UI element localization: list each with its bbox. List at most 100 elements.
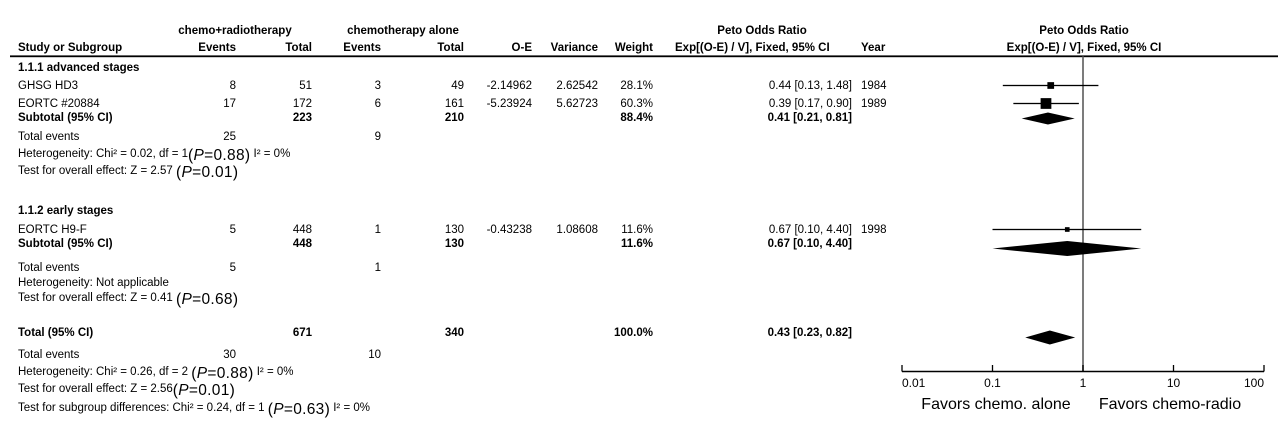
x-axis-tick — [1263, 365, 1265, 372]
p-value: (P=0.01) — [172, 382, 236, 399]
cell-e1: 5 — [229, 224, 236, 236]
cell-t2: 340 — [444, 327, 464, 339]
cell-oe: -0.43238 — [486, 224, 532, 236]
pooled-diamond — [1021, 112, 1075, 125]
cell-effect: 0.67 [0.10, 4.40] — [768, 224, 852, 236]
stat-line: Test for subgroup differences: Chi² = 0.… — [18, 401, 370, 418]
plot-subtitle: Exp[(O-E) / V], Fixed, 95% CI — [1006, 42, 1162, 54]
cell-effect: 0.44 [0.13, 1.48] — [768, 80, 852, 92]
subtotal-label: Subtotal (95% CI) — [18, 112, 113, 124]
cell-effect: 0.39 [0.17, 0.90] — [768, 98, 852, 110]
section-label: 1.1.1 advanced stages — [18, 62, 140, 74]
study-label: EORTC H9-F — [18, 224, 87, 236]
events-label: Total events — [18, 262, 80, 274]
section-label: 1.1.2 early stages — [18, 205, 114, 217]
pooled-diamond — [992, 241, 1142, 256]
cell-year: 1998 — [861, 224, 887, 236]
x-tick-label: 0.1 — [984, 376, 1001, 390]
x-axis-tick — [1082, 365, 1084, 372]
cell-variance: 2.62542 — [556, 80, 598, 92]
x-tick-label: 100 — [1243, 376, 1264, 390]
cell-e2: 9 — [374, 131, 381, 143]
cell-t1: 172 — [292, 98, 312, 110]
header-rule — [10, 55, 1278, 58]
cell-t1: 223 — [292, 112, 312, 124]
x-tick-label: 0.01 — [902, 376, 926, 390]
study-label: EORTC #20884 — [18, 98, 100, 110]
column-header-oe: O-E — [511, 42, 532, 54]
cell-weight: 11.6% — [621, 224, 653, 236]
cell-e2: 1 — [374, 224, 381, 236]
cell-variance: 1.08608 — [556, 224, 598, 236]
p-value: (P=0.63) — [267, 401, 331, 418]
events-label: Total events — [18, 131, 80, 143]
cell-t1: 448 — [292, 224, 312, 236]
column-header-year: Year — [861, 42, 886, 54]
cell-weight: 100.0% — [613, 327, 653, 339]
cell-oe: -5.23924 — [486, 98, 532, 110]
cell-t1: 51 — [299, 80, 312, 92]
column-header-events-ctrl: Events — [343, 42, 381, 54]
p-value: (P=0.88) — [191, 365, 254, 382]
p-value: (P=0.01) — [176, 164, 239, 181]
cell-e2: 3 — [374, 80, 381, 92]
cell-t1: 671 — [292, 327, 312, 339]
plot-title: Peto Odds Ratio — [1039, 25, 1129, 37]
stat-line: Test for overall effect: Z = 2.56(P=0.01… — [18, 382, 236, 399]
stat-line: Heterogeneity: Chi² = 0.26, df = 2 (P=0.… — [18, 365, 294, 382]
treat-group-header: chemo+radiotherapy — [178, 25, 292, 37]
cell-weight: 60.3% — [620, 98, 653, 110]
effect-column-subtitle: Exp[(O-E) / V], Fixed, 95% CI — [675, 42, 830, 54]
cell-oe: -2.14962 — [486, 80, 532, 92]
point-estimate-square — [1064, 227, 1070, 232]
control-group-header: chemotherapy alone — [347, 25, 459, 37]
stat-line: Heterogeneity: Not applicable — [18, 277, 169, 289]
pooled-diamond — [1025, 330, 1076, 345]
column-header-total-ctrl: Total — [437, 42, 464, 54]
x-axis-tick — [991, 365, 994, 372]
cell-t2: 161 — [444, 98, 464, 110]
null-effect-line — [1082, 56, 1084, 372]
column-header-total-treat: Total — [285, 42, 312, 54]
cell-e1: 30 — [223, 349, 236, 361]
stat-line: Test for overall effect: Z = 0.41 (P=0.6… — [18, 291, 239, 308]
column-header-weight: Weight — [614, 42, 653, 54]
point-estimate-square — [1047, 82, 1055, 89]
column-header-study: Study or Subgroup — [18, 42, 123, 54]
cell-e1: 8 — [229, 80, 236, 92]
p-value: (P=0.68) — [176, 291, 239, 308]
total-label: Total (95% CI) — [18, 327, 94, 339]
p-value: (P=0.88) — [188, 147, 251, 164]
cell-weight: 88.4% — [620, 112, 653, 124]
cell-t1: 448 — [292, 238, 312, 250]
cell-e2: 1 — [374, 262, 381, 274]
effect-column-title: Peto Odds Ratio — [717, 25, 807, 37]
cell-year: 1989 — [861, 98, 887, 110]
cell-effect: 0.41 [0.21, 0.81] — [767, 112, 852, 124]
cell-variance: 5.62723 — [556, 98, 598, 110]
cell-e2: 10 — [368, 349, 381, 361]
column-header-events-treat: Events — [198, 42, 236, 54]
stat-line: Test for overall effect: Z = 2.57 (P=0.0… — [18, 164, 239, 181]
cell-year: 1984 — [861, 80, 887, 92]
cell-e1: 25 — [223, 131, 236, 143]
cell-t2: 49 — [451, 80, 464, 92]
point-estimate-square — [1040, 98, 1052, 109]
cell-t2: 210 — [444, 112, 464, 124]
events-label: Total events — [18, 349, 80, 361]
cell-e1: 17 — [223, 98, 236, 110]
favors-right-label: Favors chemo-radio — [1098, 396, 1242, 413]
subtotal-label: Subtotal (95% CI) — [18, 238, 113, 250]
cell-e2: 6 — [374, 98, 381, 110]
cell-effect: 0.67 [0.10, 4.40] — [767, 238, 852, 250]
cell-weight: 28.1% — [620, 80, 653, 92]
study-label: GHSG HD3 — [18, 80, 79, 92]
x-axis-tick — [1172, 365, 1175, 372]
stat-line: Heterogeneity: Chi² = 0.02, df = 1(P=0.8… — [18, 147, 291, 164]
x-tick-label: 1 — [1079, 376, 1087, 390]
cell-t2: 130 — [444, 224, 464, 236]
favors-left-label: Favors chemo. alone — [921, 396, 1071, 413]
cell-e1: 5 — [229, 262, 236, 274]
